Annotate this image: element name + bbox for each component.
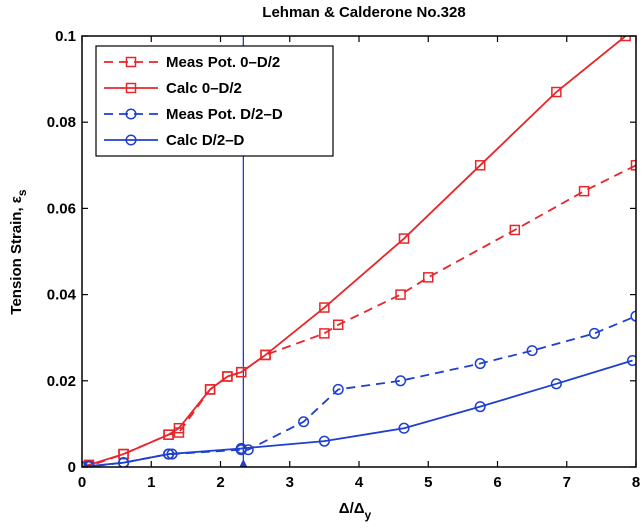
data-point xyxy=(332,383,344,395)
data-point xyxy=(474,160,486,171)
legend-entry: Meas Pot. 0–D/2 xyxy=(104,54,280,71)
x-tick-label: 3 xyxy=(286,474,294,491)
y-tick-label: 0 xyxy=(68,459,76,476)
legend-marker xyxy=(125,134,137,146)
data-point xyxy=(526,345,538,357)
series-line xyxy=(82,36,627,467)
data-point xyxy=(163,429,174,440)
x-tick-label: 8 xyxy=(632,474,640,491)
legend-label: Calc D/2–D xyxy=(166,132,245,149)
series-line xyxy=(82,315,636,467)
data-point xyxy=(173,422,185,434)
legend-label: Meas Pot. 0–D/2 xyxy=(166,54,280,71)
x-tick-label: 0 xyxy=(78,474,86,491)
y-tick-label: 0.04 xyxy=(47,287,77,304)
y-tick-label: 0.02 xyxy=(47,373,76,390)
data-point xyxy=(222,371,233,382)
legend-entry: Calc 0–D/2 xyxy=(104,80,242,97)
x-axis-label: Δ/Δy xyxy=(339,500,372,522)
series-line xyxy=(82,359,633,467)
x-tick-label: 4 xyxy=(355,474,364,491)
y-axis-label-sub: s xyxy=(15,189,29,196)
data-point xyxy=(235,442,247,455)
legend-label: Calc 0–D/2 xyxy=(166,80,242,97)
data-point xyxy=(578,185,590,197)
data-point xyxy=(163,448,175,460)
legend-marker xyxy=(125,56,137,68)
data-point xyxy=(118,457,130,467)
y-tick-label: 0.1 xyxy=(55,28,76,45)
chart-title: Lehman & Calderone No.328 xyxy=(262,4,465,21)
series-0 xyxy=(82,160,636,467)
data-point xyxy=(242,444,254,456)
data-point xyxy=(626,354,636,367)
data-point xyxy=(550,378,562,390)
legend: Meas Pot. 0–D/2 Calc 0–D/2 Meas Pot. D/2–D… xyxy=(95,45,334,157)
x-tick-label: 5 xyxy=(424,474,432,491)
data-point xyxy=(319,328,330,339)
series-3 xyxy=(82,354,636,467)
data-point xyxy=(298,416,310,428)
y-axis-label: Tension Strain, εs xyxy=(8,189,29,315)
data-point xyxy=(395,375,407,387)
x-tick-label: 2 xyxy=(216,474,224,491)
series-line xyxy=(82,164,636,467)
data-point xyxy=(260,349,271,361)
y-tick-label: 0.06 xyxy=(47,200,76,217)
data-point xyxy=(318,435,330,447)
data-point xyxy=(398,422,410,434)
data-point xyxy=(620,36,631,42)
x-axis-label-sub: y xyxy=(365,508,372,522)
legend-marker xyxy=(125,108,137,120)
legend-label: Meas Pot. D/2–D xyxy=(166,106,283,123)
data-point xyxy=(83,460,95,467)
data-point xyxy=(423,272,434,283)
legend-marker xyxy=(125,82,137,94)
data-point xyxy=(551,86,562,98)
data-point xyxy=(474,358,486,370)
y-axis-label-main: Tension Strain, ε xyxy=(8,196,25,315)
legend-entry: Meas Pot. D/2–D xyxy=(104,106,283,123)
data-point xyxy=(474,401,486,413)
data-point xyxy=(204,384,216,395)
data-point xyxy=(395,289,406,300)
y-tick-label: 0.08 xyxy=(47,114,76,131)
data-point xyxy=(319,302,330,313)
data-point xyxy=(630,310,636,322)
data-point xyxy=(588,327,601,339)
legend-entry: Calc D/2–D xyxy=(104,132,245,149)
data-point xyxy=(332,319,344,331)
data-point xyxy=(630,160,636,171)
data-point xyxy=(398,233,410,244)
series-2 xyxy=(82,310,636,467)
x-tick-label: 1 xyxy=(147,474,155,491)
x-axis-label-main: Δ/Δ xyxy=(339,500,365,517)
reference-line-marker xyxy=(239,459,248,467)
x-tick-label: 6 xyxy=(493,474,501,491)
data-point xyxy=(236,366,247,378)
data-point xyxy=(509,224,521,236)
x-tick-label: 7 xyxy=(563,474,571,491)
